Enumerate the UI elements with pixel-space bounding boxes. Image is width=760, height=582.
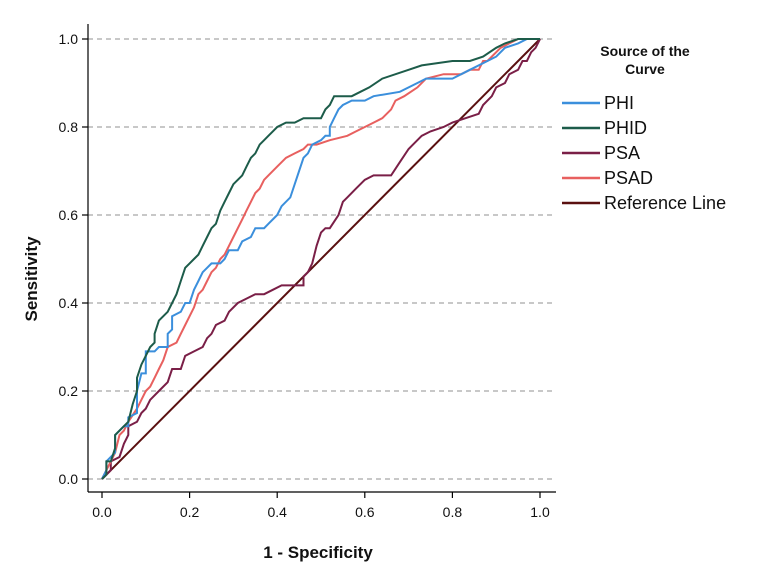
legend-label-phid: PHID [604,118,647,138]
curve-psa [101,38,541,480]
x-tick-label: 0.0 [92,504,112,520]
curve-reference-line [101,38,541,480]
y-tick-label: 1.0 [59,31,79,47]
legend-label-psad: PSAD [604,168,653,188]
x-tick-label: 0.4 [267,504,287,520]
x-tick-label: 1.0 [530,504,550,520]
legend-title-line-1: Source of the [600,43,690,59]
curve-phid [101,38,540,480]
x-tick-label: 0.6 [355,504,375,520]
curve-phi [101,38,540,480]
legend-label-psa: PSA [604,143,640,163]
legend: Source of the Curve PHI PHID PSA PSAD Referenc… [562,43,726,213]
x-tick-label: 0.8 [443,504,463,520]
grid-lines [88,38,556,480]
plot-area [101,38,541,480]
legend-label-reference-line: Reference Line [604,193,726,213]
x-axis-title: 1 - Specificity [263,543,373,562]
legend-label-phi: PHI [604,93,634,113]
y-tick-label: 0.4 [59,295,79,311]
x-tick-label: 0.2 [180,504,200,520]
legend-title-line-2: Curve [625,61,665,77]
y-axis-title: Sensitivity [22,236,41,322]
axes: 0.0 0.2 0.4 0.6 0.8 1.0 0.0 0.2 0.4 0.6 0.8 1.0 1 - … [22,24,556,562]
y-tick-label: 0.8 [59,119,79,135]
y-tick-label: 0.0 [59,471,79,487]
y-tick-label: 0.2 [59,383,79,399]
y-tick-label: 0.6 [59,207,79,223]
